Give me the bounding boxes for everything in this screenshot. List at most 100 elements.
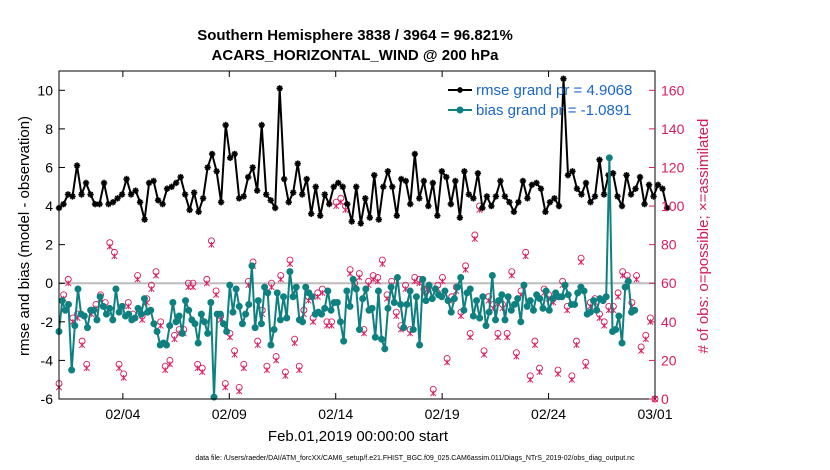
bias-point (289, 293, 297, 301)
rmse-point-stroke (421, 178, 427, 184)
bias-point (590, 297, 598, 305)
rmse-point-stroke (65, 191, 71, 198)
rmse-point-stroke (587, 199, 594, 206)
rmse-point (73, 162, 81, 169)
rmse-point-stroke (353, 183, 360, 190)
bias-point (441, 287, 449, 295)
rmse-point-stroke (362, 195, 369, 202)
obs-assimilated-point (527, 376, 534, 383)
bias-point (112, 285, 120, 293)
rmse-point (452, 177, 459, 185)
obs-assimilated-point (577, 258, 585, 266)
bias-point (185, 306, 193, 314)
rmse-point (497, 177, 504, 185)
rmse-point-stroke (371, 172, 378, 178)
bias-point (327, 306, 335, 314)
y-tick-label: 6 (45, 159, 53, 175)
rmse-point (587, 199, 594, 206)
bias-point (153, 327, 161, 335)
obs-assimilated-point (457, 312, 465, 320)
bias-point (238, 320, 246, 328)
plot-frame (58, 70, 656, 400)
obs-assimilated-point (564, 307, 571, 314)
rmse-point-stroke (155, 197, 161, 204)
bias-point (558, 293, 566, 301)
rmse-point (344, 200, 351, 208)
rmse-point-stroke (560, 75, 567, 82)
obs-assimilated-point (462, 266, 469, 273)
rmse-point (519, 177, 527, 185)
bias-point (286, 268, 294, 276)
rmse-point (438, 168, 446, 175)
rmse-point-stroke (583, 180, 589, 186)
bias-point (507, 306, 515, 314)
rmse-point (578, 191, 585, 198)
rmse-point-stroke (502, 193, 508, 200)
bias-point (593, 306, 601, 314)
rmse-point-stroke (92, 201, 98, 207)
rmse-point-stroke (195, 209, 202, 215)
rmse-point-stroke (348, 218, 355, 225)
y-tick-label: 4 (45, 198, 53, 214)
bias-point (223, 327, 231, 335)
obs-assimilated-point (268, 283, 275, 291)
y-tick-label: -2 (41, 314, 54, 330)
obs-assimilated-point (605, 307, 612, 314)
obs-assimilated-point (286, 260, 294, 268)
rmse-point-stroke (637, 174, 643, 180)
x-tick-label: 03/01 (637, 406, 672, 422)
rmse-point (434, 212, 441, 219)
rmse-point-stroke (357, 220, 364, 227)
rmse-point (177, 173, 184, 181)
rmse-point (267, 197, 274, 204)
rmse-point-stroke (515, 199, 522, 206)
bias-point (400, 324, 408, 332)
rmse-point (195, 208, 202, 216)
bias-point (134, 304, 142, 312)
y-tick-label: 8 (45, 121, 53, 137)
bias-point (586, 308, 594, 316)
rmse-point-stroke (488, 203, 495, 209)
rmse-point-stroke (366, 214, 373, 221)
rmse-point-stroke (533, 180, 540, 186)
bias-point (324, 287, 332, 295)
obs-assimilated-point (374, 278, 381, 285)
rmse-point-stroke (254, 187, 260, 194)
rmse-point-stroke (285, 199, 292, 206)
rmse-point-stroke (493, 193, 499, 200)
bias-point (419, 275, 427, 283)
rmse-point-stroke (123, 176, 130, 182)
obs-assimilated-point (333, 202, 340, 210)
obs-assimilated-point (522, 253, 529, 260)
obs-assimilated-point (152, 272, 160, 279)
obs-assimilated-point (642, 336, 649, 343)
obs-assimilated-point (65, 280, 72, 287)
rmse-point-stroke (412, 151, 418, 157)
rmse-point (501, 193, 509, 200)
rmse-point-stroke (330, 183, 337, 190)
rmse-point-stroke (231, 151, 238, 157)
rmse-point (91, 200, 99, 208)
bias-point (90, 306, 98, 314)
rmse-point-stroke (601, 191, 607, 198)
obs-assimilated-point (134, 276, 141, 283)
rmse-point-stroke (628, 191, 634, 198)
x-tick-label: 02/04 (105, 406, 140, 422)
bias-point (99, 302, 107, 310)
obs-assimilated-point (120, 374, 127, 381)
rmse-point (82, 179, 90, 187)
rmse-point-stroke (128, 191, 134, 198)
rmse-point (299, 191, 306, 198)
rmse-point (420, 177, 428, 185)
obs-assimilated-point (157, 322, 164, 329)
rmse-point (510, 208, 518, 216)
rmse-point (425, 202, 432, 210)
rmse-point-stroke (407, 201, 414, 207)
obs-assimilated-point (106, 243, 113, 250)
obs-assimilated-point (638, 347, 645, 354)
y2-axis-label: # of obs: o=possible; ×=assimilated (695, 119, 712, 354)
obs-assimilated-point (277, 276, 284, 283)
rmse-point-stroke (119, 191, 125, 198)
rmse-point (109, 199, 117, 206)
rmse-point (285, 199, 292, 206)
